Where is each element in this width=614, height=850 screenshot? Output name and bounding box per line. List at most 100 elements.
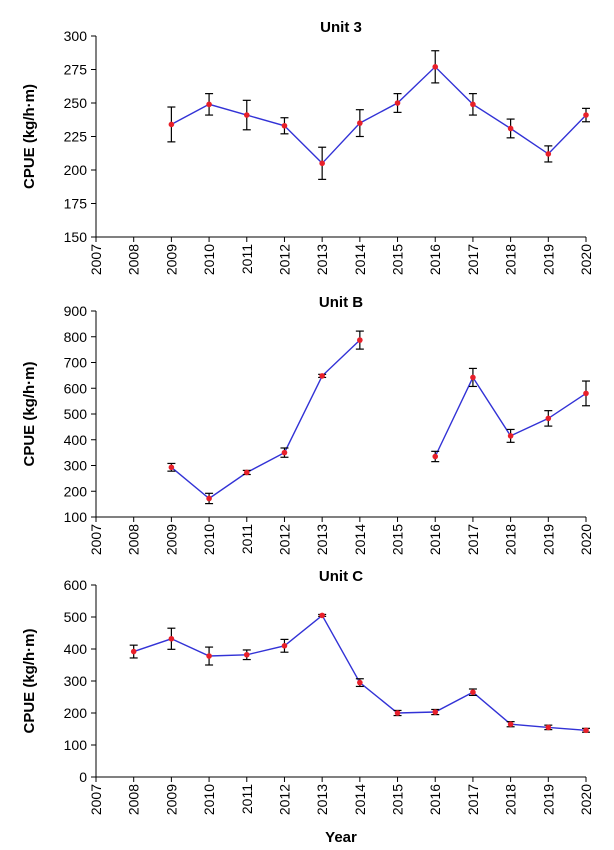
y-tick-label: 0 xyxy=(79,769,87,785)
data-point xyxy=(243,469,250,476)
x-tick-label: 2012 xyxy=(276,784,292,815)
y-tick-label: 100 xyxy=(64,737,88,753)
y-tick-label: 600 xyxy=(64,380,88,396)
x-tick-label: 2010 xyxy=(201,244,217,275)
data-point xyxy=(319,373,325,379)
x-tick-label: 2010 xyxy=(201,784,217,815)
data-point xyxy=(319,612,325,619)
data-point xyxy=(507,721,514,727)
data-point xyxy=(583,112,589,118)
x-tick-label: 2013 xyxy=(314,524,330,555)
data-point xyxy=(545,415,552,422)
x-tick-label: 2019 xyxy=(540,244,556,275)
y-tick-label: 500 xyxy=(64,406,88,422)
data-point xyxy=(470,374,476,381)
data-point xyxy=(357,337,363,343)
y-tick-label: 200 xyxy=(64,483,88,499)
data-point xyxy=(281,449,288,456)
x-tick-label: 2011 xyxy=(239,784,255,814)
y-tick-label: 225 xyxy=(64,129,88,145)
x-tick-label: 2015 xyxy=(390,784,406,815)
x-tick-label: 2008 xyxy=(126,524,142,555)
data-point xyxy=(206,653,212,659)
x-tick-label: 2020 xyxy=(578,244,594,275)
x-tick-label: 2008 xyxy=(126,244,142,275)
series-line xyxy=(434,375,587,457)
x-tick-label: 2010 xyxy=(201,524,217,555)
data-point xyxy=(168,635,175,642)
x-tick-label: 2011 xyxy=(239,244,255,274)
y-tick-label: 300 xyxy=(64,673,88,689)
x-tick-label: 2018 xyxy=(503,784,519,815)
x-tick-label: 2016 xyxy=(427,784,443,815)
x-tick-label: 2012 xyxy=(276,244,292,275)
data-point xyxy=(168,464,175,471)
y-axis-label: CPUE (kg/h·m) xyxy=(21,628,38,733)
x-tick-label: 2015 xyxy=(390,524,406,555)
x-tick-label: 2018 xyxy=(503,524,519,555)
data-point xyxy=(281,122,288,129)
data-point xyxy=(168,121,175,128)
x-tick-label: 2013 xyxy=(314,784,330,815)
y-axis-label: CPUE (kg/h·m) xyxy=(21,84,38,189)
y-tick-label: 400 xyxy=(64,432,88,448)
y-tick-label: 800 xyxy=(64,329,88,345)
x-tick-label: 2008 xyxy=(126,784,142,815)
chart-title: Unit C xyxy=(319,568,363,585)
y-tick-label: 200 xyxy=(64,162,88,178)
data-point xyxy=(470,101,476,108)
data-point xyxy=(507,433,514,439)
y-tick-label: 175 xyxy=(64,196,88,212)
data-point xyxy=(206,101,212,108)
x-tick-label: 2020 xyxy=(578,524,594,555)
data-point xyxy=(545,151,552,157)
x-tick-label: 2009 xyxy=(163,244,179,275)
x-tick-label: 2015 xyxy=(390,244,406,275)
chart-panel-2: 100 200 300 400 500 600 700 800 900 2007 2008 2009 2… xyxy=(21,294,594,555)
x-tick-label: 2009 xyxy=(163,784,179,815)
y-tick-label: 300 xyxy=(64,458,88,474)
series-line xyxy=(171,65,587,165)
y-tick-label: 100 xyxy=(64,509,88,525)
x-tick-label: 2019 xyxy=(540,784,556,815)
chart-panel-3: 0 100 200 300 400 500 600 2007 2008 2009 2010 2011 2… xyxy=(21,568,594,846)
data-point xyxy=(357,120,363,126)
series-line xyxy=(133,614,587,731)
data-point xyxy=(394,710,401,716)
x-tick-label: 2011 xyxy=(239,524,255,554)
x-tick-label: 2016 xyxy=(427,244,443,275)
y-tick-label: 400 xyxy=(64,641,88,657)
series-line xyxy=(170,339,361,500)
x-tick-label: 2019 xyxy=(540,524,556,555)
y-axis-label: CPUE (kg/h·m) xyxy=(21,361,38,466)
x-tick-label: 2007 xyxy=(88,524,104,555)
y-tick-label: 900 xyxy=(64,303,88,319)
x-tick-label: 2012 xyxy=(276,524,292,555)
x-tick-label: 2014 xyxy=(352,524,368,555)
data-point xyxy=(583,390,589,397)
chart-title: Unit 3 xyxy=(320,19,362,36)
x-tick-label: 2007 xyxy=(88,244,104,275)
y-tick-label: 300 xyxy=(64,28,88,44)
data-point xyxy=(281,643,288,649)
data-point xyxy=(319,160,325,167)
x-tick-label: 2014 xyxy=(352,784,368,815)
data-point xyxy=(432,709,439,715)
x-tick-label: 2017 xyxy=(465,524,481,555)
data-point xyxy=(130,648,137,655)
data-point xyxy=(206,495,212,502)
data-point xyxy=(545,724,552,731)
data-point xyxy=(432,64,439,70)
data-point xyxy=(583,727,589,734)
chart-title: Unit B xyxy=(319,294,363,311)
y-tick-label: 700 xyxy=(64,355,88,371)
x-tick-label: 2017 xyxy=(465,784,481,815)
data-point xyxy=(357,679,363,686)
data-point xyxy=(432,453,439,460)
x-tick-label: 2020 xyxy=(578,784,594,815)
y-tick-label: 250 xyxy=(64,95,88,111)
data-point xyxy=(507,125,514,132)
x-axis-label: Year xyxy=(325,829,357,846)
data-point xyxy=(394,100,401,106)
